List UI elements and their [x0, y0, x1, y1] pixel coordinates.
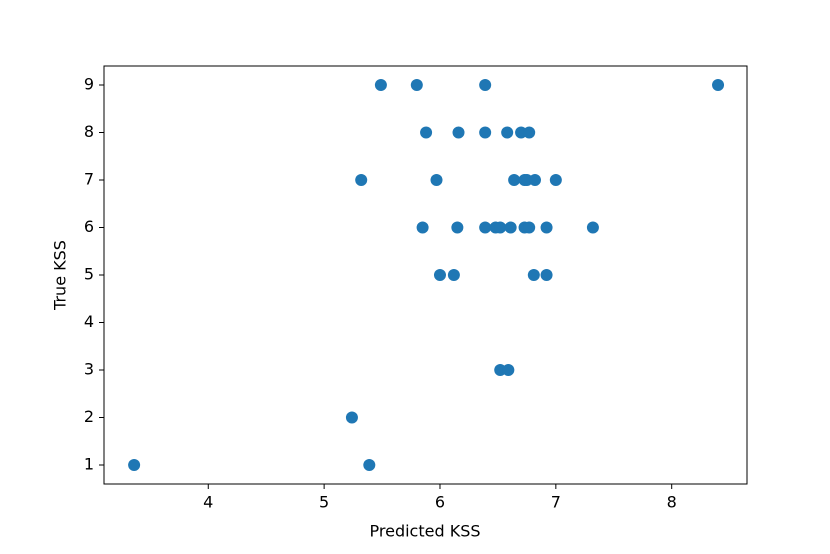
y-tick-label: 2: [84, 407, 94, 426]
point: [504, 221, 517, 234]
point: [447, 269, 460, 281]
point: [479, 79, 492, 91]
x-tick-label: 5: [319, 493, 329, 512]
point: [523, 221, 536, 234]
x-tick-label: 4: [203, 493, 213, 512]
point: [479, 221, 492, 234]
x-axis-label: Predicted KSS: [370, 522, 481, 541]
point: [528, 174, 541, 186]
point: [374, 79, 387, 91]
point: [501, 126, 514, 139]
point: [128, 459, 141, 471]
point: [410, 79, 423, 91]
point: [355, 174, 368, 186]
y-tick-label: 9: [84, 75, 94, 94]
y-tick-label: 6: [84, 217, 94, 236]
point: [420, 126, 433, 139]
point: [549, 174, 562, 186]
y-tick-label: 3: [84, 360, 94, 379]
plot-frame: [103, 65, 748, 485]
point: [416, 221, 429, 234]
point: [451, 221, 464, 234]
point: [363, 459, 376, 471]
point: [433, 269, 446, 281]
point: [430, 174, 443, 186]
point: [540, 269, 553, 281]
y-tick-label: 7: [84, 170, 94, 189]
y-tick-label: 5: [84, 265, 94, 284]
y-tick-label: 4: [84, 312, 94, 331]
y-axis-label: True KSS: [51, 240, 70, 311]
point: [479, 126, 492, 139]
y-tick-label: 8: [84, 122, 94, 141]
point: [527, 269, 540, 281]
point: [452, 126, 465, 139]
point: [712, 79, 725, 91]
point: [502, 364, 515, 376]
x-tick-label: 7: [551, 493, 561, 512]
y-tick-label: 1: [84, 455, 94, 474]
point: [494, 221, 507, 234]
point: [345, 411, 358, 424]
x-tick-label: 8: [667, 493, 677, 512]
point: [586, 221, 599, 234]
point: [508, 174, 521, 186]
x-tick-label: 6: [435, 493, 445, 512]
point: [540, 221, 553, 234]
point: [523, 126, 536, 139]
